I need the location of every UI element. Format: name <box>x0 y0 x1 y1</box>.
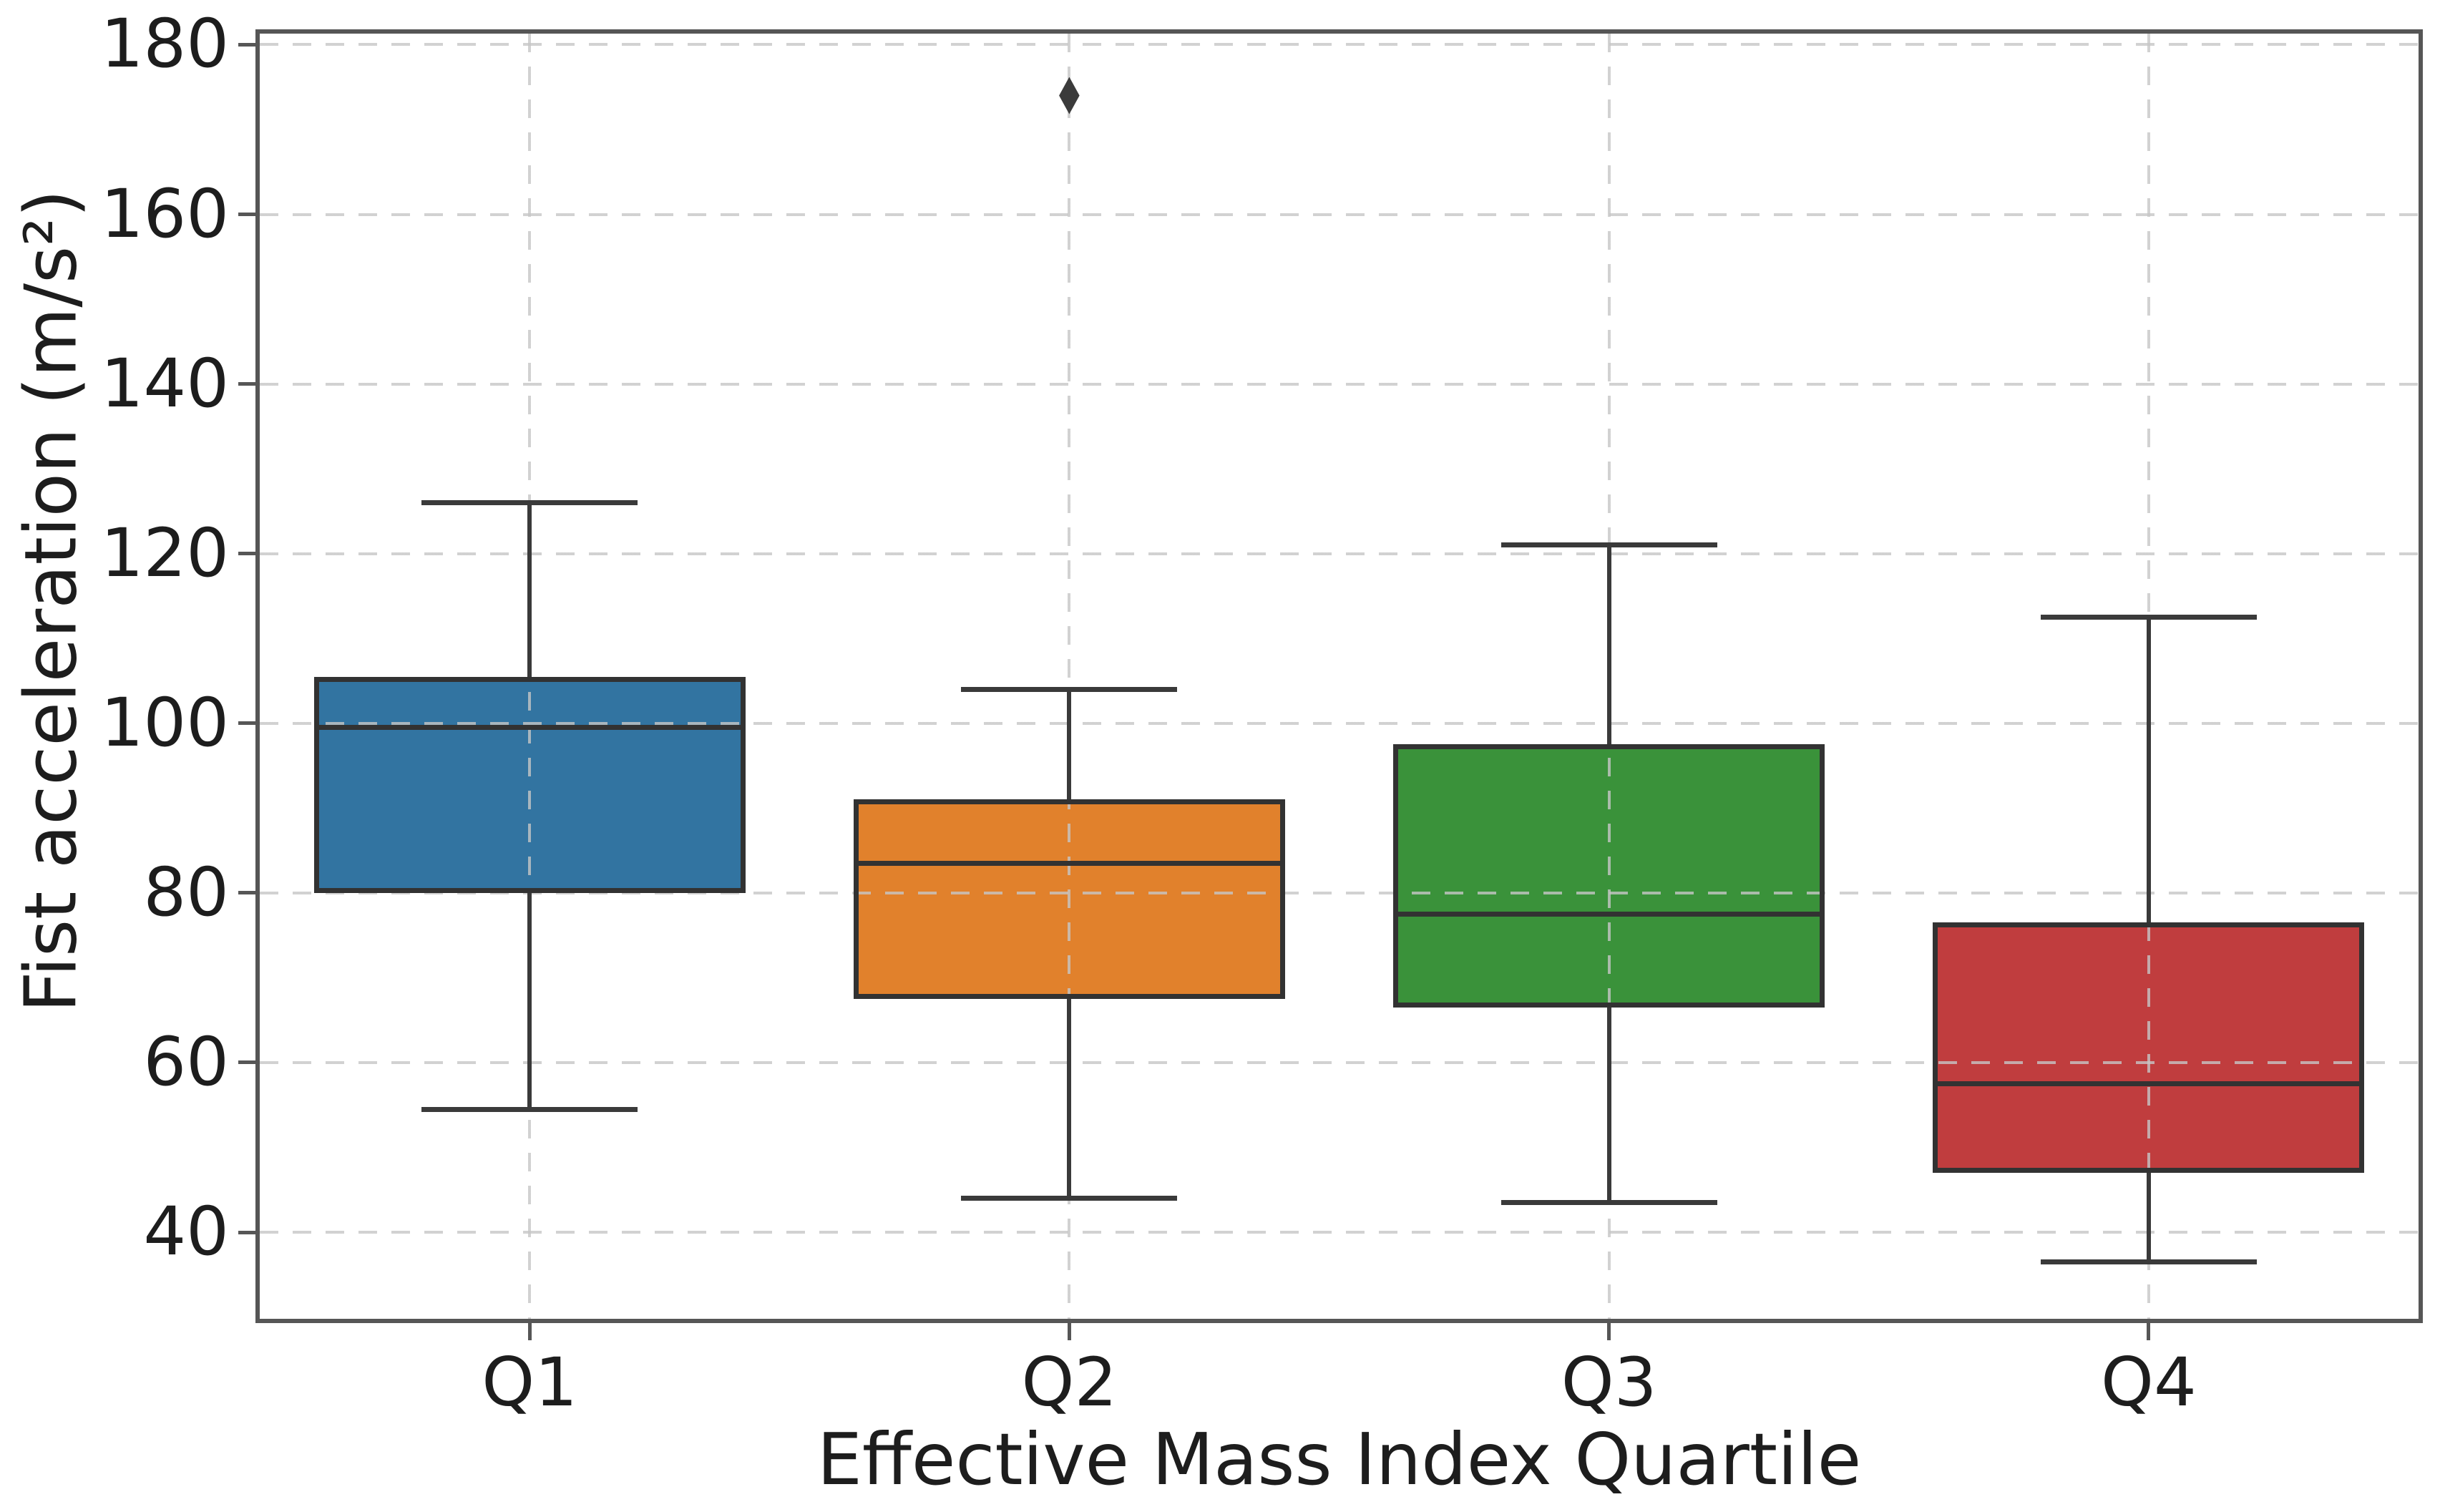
x-tick-q2 <box>1067 1323 1071 1340</box>
x-tick-label-q3: Q3 <box>1561 1344 1657 1422</box>
y-tick-40 <box>238 1230 255 1234</box>
y-tick-label-180: 180 <box>100 5 229 84</box>
y-tick-160 <box>238 213 255 216</box>
y-tick-80 <box>238 891 255 895</box>
y-tick-label-160: 160 <box>100 175 229 253</box>
x-tick-label-q2: Q2 <box>1021 1344 1118 1422</box>
x-tick-q4 <box>2147 1323 2151 1340</box>
y-tick-180 <box>238 42 255 47</box>
y-tick-label-60: 60 <box>143 1023 229 1101</box>
y-tick-140 <box>238 382 255 386</box>
y-tick-label-140: 140 <box>100 344 229 423</box>
x-axis-label: Effective Mass Index Quartile <box>816 1418 1862 1501</box>
y-axis-label: Fist acceleration (m/s²) <box>9 189 93 1013</box>
x-tick-q3 <box>1607 1323 1611 1340</box>
y-tick-60 <box>238 1060 255 1065</box>
y-tick-label-120: 120 <box>100 514 229 592</box>
plot-area <box>255 29 2423 1323</box>
y-tick-label-40: 40 <box>143 1193 229 1272</box>
x-tick-q1 <box>527 1323 532 1340</box>
y-tick-label-80: 80 <box>143 853 229 932</box>
x-tick-label-q1: Q1 <box>482 1344 578 1422</box>
y-tick-120 <box>238 552 255 556</box>
y-tick-label-100: 100 <box>100 683 229 762</box>
y-tick-100 <box>238 721 255 726</box>
x-tick-label-q4: Q4 <box>2100 1344 2197 1422</box>
